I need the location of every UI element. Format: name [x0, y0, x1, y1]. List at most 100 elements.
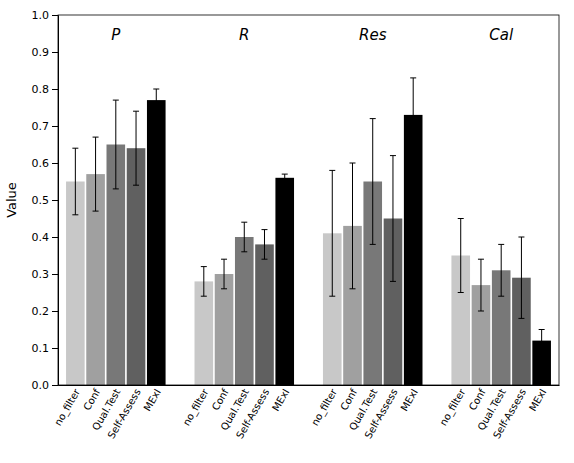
- error-bar: [241, 222, 247, 252]
- y-tick-mark: [52, 89, 58, 90]
- group-labels: P R Res Cal: [111, 26, 514, 44]
- x-tick: Conf: [467, 386, 488, 412]
- error-bar: [261, 230, 267, 260]
- x-tick-group: no_filterConfQual.TestSelf-AssessMExI: [52, 386, 163, 440]
- error-bar: [153, 89, 159, 111]
- x-tick: MExI: [142, 387, 163, 413]
- y-tick-mark: [52, 163, 58, 164]
- y-tick: 0.6: [32, 157, 59, 170]
- group-label: P: [111, 26, 121, 44]
- y-tick: 0.5: [32, 194, 59, 207]
- x-tick-label: Conf: [467, 386, 488, 412]
- y-tick-mark: [52, 385, 58, 386]
- x-tick: MExI: [270, 387, 291, 413]
- x-tick: Conf: [338, 386, 359, 412]
- x-tick: Conf: [81, 386, 102, 412]
- y-axis-title: Value: [4, 182, 19, 218]
- y-tick: 1.0: [32, 9, 59, 22]
- y-tick: 0.8: [32, 83, 59, 96]
- bar: [255, 244, 274, 385]
- x-tick-label: Conf: [210, 386, 231, 412]
- x-tick: Self-Assess: [105, 387, 142, 441]
- y-tick-label: 0.1: [32, 342, 50, 355]
- plot-frame: [58, 15, 559, 385]
- error-bar: [498, 244, 504, 296]
- x-tick-label: Self-Assess: [234, 387, 271, 441]
- x-tick: Self-Assess: [362, 387, 399, 441]
- y-tick-mark: [52, 126, 58, 127]
- x-tick: MExI: [527, 387, 548, 413]
- error-bar: [518, 237, 524, 318]
- y-tick-mark: [52, 52, 58, 53]
- y-tick-label: 0.5: [32, 194, 50, 207]
- error-bar: [478, 259, 484, 311]
- x-tick-label: Self-Assess: [105, 387, 142, 441]
- bar: [235, 237, 254, 385]
- x-tick-label: MExI: [270, 387, 291, 413]
- x-tick-label: Self-Assess: [362, 387, 399, 441]
- error-bar: [390, 156, 396, 282]
- error-bar: [410, 78, 416, 152]
- error-bar: [350, 163, 356, 289]
- x-tick: no_filter: [438, 386, 469, 428]
- y-tick-label: 0.2: [32, 305, 50, 318]
- x-axis-line: [59, 385, 560, 386]
- bar: [404, 115, 423, 385]
- group-label: Cal: [489, 26, 514, 44]
- x-tick-group: no_filterConfQual.TestSelf-AssessMExI: [438, 386, 549, 440]
- chart: 0.0 0.1 0.2 0.3 0.4 0.5 0.6 0.7 0.8 0.9 1.0 no_filt…: [0, 0, 574, 463]
- error-bar: [329, 170, 335, 296]
- y-tick: 0.2: [32, 305, 59, 318]
- x-tick-label: Self-Assess: [491, 387, 528, 441]
- error-bar: [201, 267, 207, 297]
- x-tick: Self-Assess: [491, 387, 528, 441]
- y-axis: 0.0 0.1 0.2 0.3 0.4 0.5 0.6 0.7 0.8 0.9 1.0: [32, 9, 59, 392]
- y-tick: 0.4: [32, 231, 59, 244]
- x-tick: no_filter: [181, 386, 212, 428]
- y-tick: 0.7: [32, 120, 59, 133]
- y-tick-label: 0.7: [32, 120, 50, 133]
- error-bar: [370, 119, 376, 245]
- x-tick: no_filter: [52, 386, 83, 428]
- x-tick-label: MExI: [142, 387, 163, 413]
- y-tick: 0.9: [32, 46, 59, 59]
- y-tick-mark: [52, 237, 58, 238]
- error-bar: [133, 111, 139, 185]
- x-axis: [59, 385, 560, 386]
- x-tick-label: no_filter: [438, 386, 469, 428]
- error-bar: [113, 100, 119, 189]
- y-tick-mark: [52, 15, 58, 16]
- error-bar: [458, 219, 464, 293]
- y-tick-label: 0.0: [32, 379, 50, 392]
- x-tick: MExI: [398, 387, 419, 413]
- plot: 0.0 0.1 0.2 0.3 0.4 0.5 0.6 0.7 0.8 0.9 1.0 no_filt…: [32, 9, 560, 440]
- error-bar: [72, 148, 78, 215]
- bar: [147, 100, 166, 385]
- x-tick-label: Conf: [81, 386, 102, 412]
- x-tick: Self-Assess: [234, 387, 271, 441]
- y-axis-line: [52, 16, 59, 386]
- y-tick-label: 0.9: [32, 46, 50, 59]
- y-tick-label: 0.3: [32, 268, 50, 281]
- y-tick: 0.3: [32, 268, 59, 281]
- y-tick-mark: [52, 200, 58, 201]
- error-bar: [539, 330, 545, 352]
- group-label: R: [239, 26, 249, 44]
- y-tick: 0.0: [32, 379, 59, 392]
- bar: [195, 281, 214, 385]
- x-tick-label: no_filter: [181, 386, 212, 428]
- y-tick: 0.1: [32, 342, 59, 355]
- x-tick: no_filter: [309, 386, 340, 428]
- y-tick-label: 0.4: [32, 231, 50, 244]
- y-tick-mark: [52, 274, 58, 275]
- bar: [215, 274, 234, 385]
- y-tick-mark: [52, 348, 58, 349]
- y-tick-label: 1.0: [32, 9, 50, 22]
- error-bar: [93, 137, 99, 211]
- x-tick-label: MExI: [527, 387, 548, 413]
- x-tick-label: no_filter: [52, 386, 83, 428]
- group-label: Res: [359, 26, 387, 44]
- error-bar: [282, 174, 288, 181]
- marks: [66, 78, 551, 385]
- y-tick-label: 0.6: [32, 157, 50, 170]
